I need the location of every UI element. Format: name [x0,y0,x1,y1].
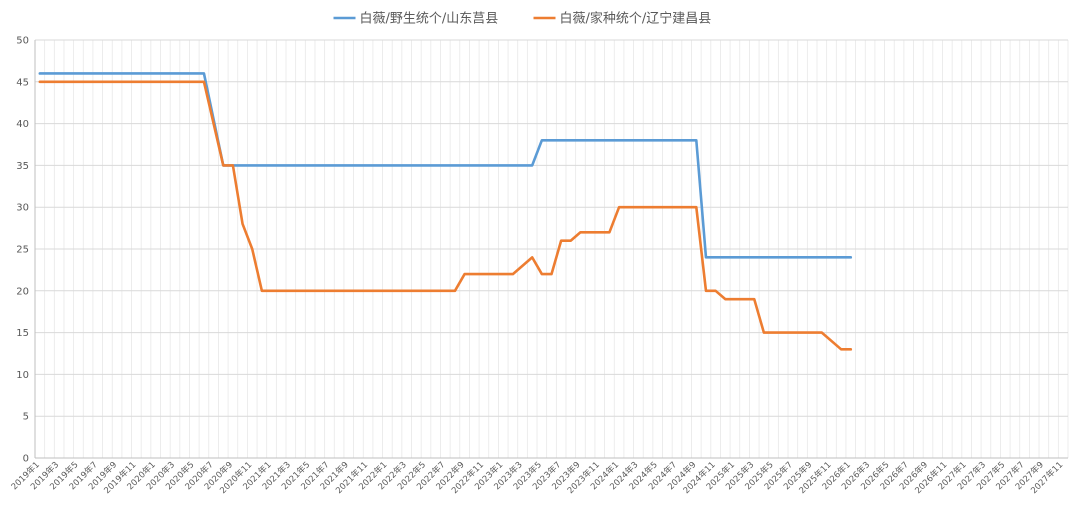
legend-label-2: 白薇/家种统个/辽宁建昌县 [560,11,712,27]
y-tick-label: 5 [23,412,29,423]
y-tick-label: 15 [16,328,29,339]
y-tick-label: 40 [16,119,29,130]
y-tick-label: 10 [16,370,29,381]
y-tick-label: 50 [16,36,29,47]
series-lines [38,72,853,351]
series-line-1 [38,72,853,259]
legend-label-1: 白薇/野生统个/山东莒县 [360,11,499,27]
y-tick-label: 45 [16,77,29,88]
series-line-2 [38,80,853,351]
y-tick-label: 30 [16,203,29,214]
gridlines [34,39,1069,459]
y-tick-label: 25 [16,245,29,256]
legend: 白薇/野生统个/山东莒县 白薇/家种统个/辽宁建昌县 [333,11,712,27]
y-tick-label: 20 [16,286,29,297]
y-tick-label: 0 [23,454,29,465]
y-tick-label: 35 [16,161,29,172]
